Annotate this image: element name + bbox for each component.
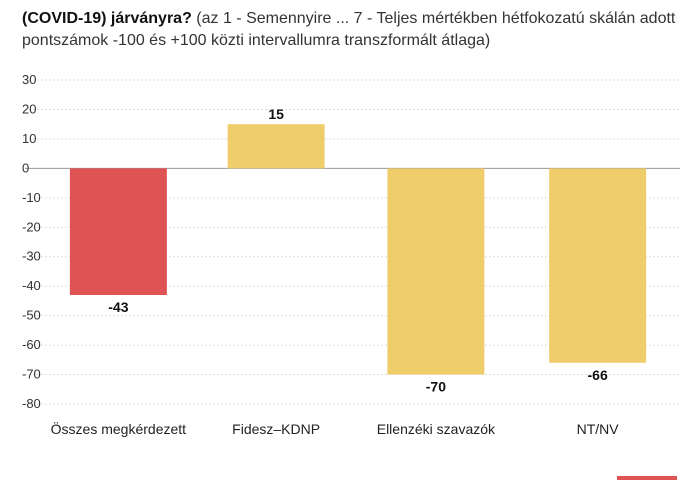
y-tick-label: 10 [22,131,36,146]
data-label: 15 [268,106,284,122]
chart-title-bold: (COVID-19) járványra? [22,10,192,27]
category-label: Összes megkérdezett [51,420,186,437]
chart-title-rest: (az 1 - Semennyire ... 7 - Teljes mérték… [22,10,676,49]
data-label: -66 [588,367,608,383]
y-tick-label: -50 [22,308,41,323]
y-tick-label: -40 [22,278,41,293]
y-tick-label: -30 [22,249,41,264]
bar [387,168,485,375]
chart-title: (COVID-19) járványra? (az 1 - Semennyire… [22,8,682,52]
category-label: NT/NV [577,421,620,437]
y-tick-label: -80 [22,396,41,411]
data-label: -43 [108,299,128,315]
y-tick-label: 20 [22,101,36,116]
category-label: Ellenzéki szavazók [377,421,496,437]
bar [227,124,325,169]
bar [549,168,647,363]
y-tick-label: -20 [22,219,41,234]
y-tick-label: -10 [22,190,41,205]
y-tick-label: 30 [22,72,36,87]
legend-swatch [617,476,677,480]
bar [69,168,167,296]
category-label: Fidesz–KDNP [232,421,320,437]
data-label: -70 [426,379,446,395]
y-tick-label: -70 [22,367,41,382]
y-tick-label: 0 [22,160,29,175]
y-tick-label: -60 [22,337,41,352]
